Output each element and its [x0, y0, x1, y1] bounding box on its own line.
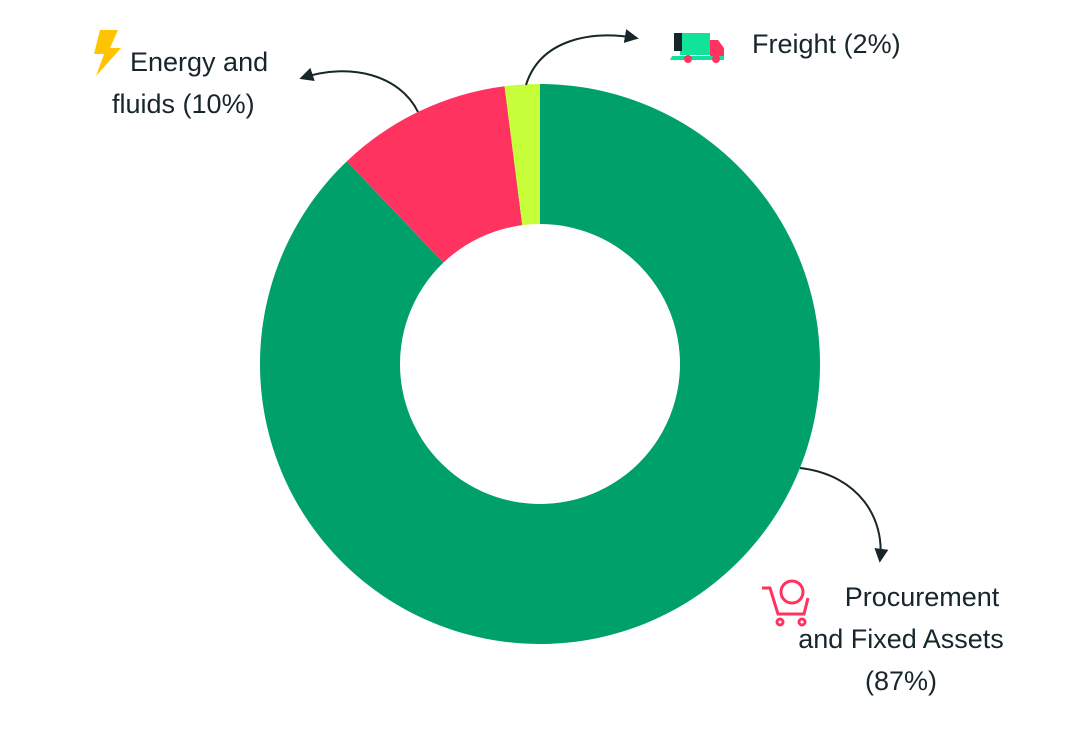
truck-icon [670, 33, 724, 63]
donut-slice [346, 86, 523, 263]
donut-slice [504, 84, 540, 226]
connector-arrow [799, 467, 889, 563]
label-name: Energy and fluids [112, 47, 269, 119]
bolt-icon [94, 30, 121, 76]
label-name: Procurement and Fixed Assets [798, 582, 1004, 654]
donut-slice [260, 84, 821, 644]
label-value: (10%) [182, 89, 255, 119]
label-name: Freight [752, 29, 837, 59]
connector-arrow [525, 29, 639, 86]
slice-label: Procurement and Fixed Assets (87%) [785, 576, 1017, 702]
connector-arrow [299, 67, 419, 113]
slice-label: Energy and fluids (10%) [112, 41, 287, 125]
slice-label: Freight (2%) [752, 23, 972, 65]
donut [260, 84, 821, 644]
cart-icon [762, 579, 810, 627]
label-value: (2%) [843, 29, 901, 59]
label-value: (87%) [864, 666, 938, 696]
